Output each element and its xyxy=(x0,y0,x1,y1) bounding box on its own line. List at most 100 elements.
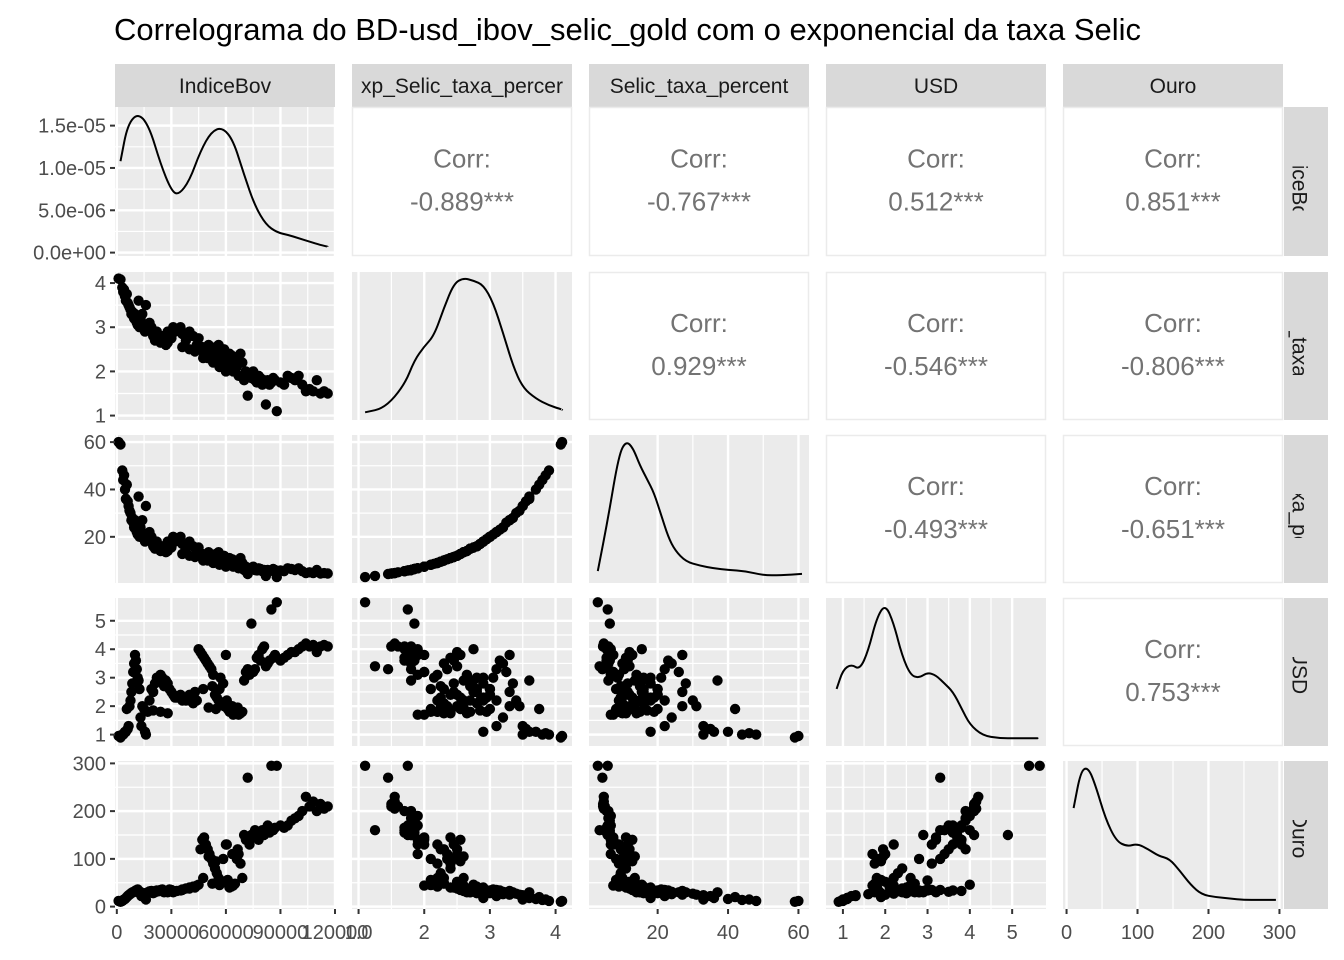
scatter-point xyxy=(293,370,304,381)
scatter-point xyxy=(610,683,622,695)
panel-r3-c2 xyxy=(589,597,809,746)
x-tick-label: 120000 xyxy=(302,922,369,944)
strip-top-0: IndiceBov xyxy=(115,64,335,107)
x-tick-label: 3 xyxy=(484,922,495,944)
strip-top-bg xyxy=(826,64,1046,107)
scatter-point xyxy=(322,641,333,652)
correlation-value: -0.546*** xyxy=(884,351,988,381)
panel-r1-c1 xyxy=(352,272,572,420)
scatter-point xyxy=(435,878,446,889)
scatter-point xyxy=(1002,829,1014,841)
scatter-point xyxy=(935,884,946,896)
scatter-point xyxy=(926,858,937,869)
scatter-point xyxy=(322,801,333,812)
y-tick-label: 40 xyxy=(84,479,106,501)
scatter-point xyxy=(133,675,144,686)
scatter-point xyxy=(837,894,849,905)
scatter-point xyxy=(956,834,967,845)
panel-r0-c1: Corr: -0.889*** xyxy=(351,106,573,257)
strip-right-label: Selic_taxa_pe xyxy=(1288,280,1311,412)
y-tick-label: 5 xyxy=(95,611,106,633)
strip-right-label: IndiceBov xyxy=(1288,135,1311,228)
scatter-point xyxy=(115,274,126,285)
scatter-point xyxy=(677,889,688,900)
scatter-point xyxy=(458,547,469,558)
correlation-panel xyxy=(588,106,810,257)
strip-right-label: USD xyxy=(1288,650,1311,694)
panel-background xyxy=(826,598,1046,746)
correlation-label: Corr: xyxy=(670,144,728,174)
scatter-point xyxy=(214,879,225,891)
scatter-point xyxy=(140,729,152,740)
scatter-point xyxy=(629,702,640,713)
panel-r2-c4: Corr: -0.651*** xyxy=(1062,434,1284,584)
scatter-point xyxy=(458,702,469,713)
panel-r4-c1 xyxy=(352,760,572,909)
scatter-point xyxy=(673,666,684,678)
scatter-point xyxy=(435,702,446,713)
scatter-point xyxy=(232,844,243,855)
scatter-point xyxy=(191,695,202,706)
scatter-point xyxy=(638,672,649,683)
scatter-point xyxy=(242,390,253,401)
scatter-point xyxy=(386,801,397,812)
scatter-point xyxy=(534,703,545,715)
y-tick-label: 4 xyxy=(95,273,106,295)
scatter-point xyxy=(605,848,616,860)
x-tick-label: 40 xyxy=(717,922,739,944)
scatter-point xyxy=(478,726,489,737)
scatter-point xyxy=(448,678,459,689)
scatter-point xyxy=(402,760,413,771)
scatter-point xyxy=(162,708,173,719)
scatter-point xyxy=(918,829,929,841)
y-tick-label: 3 xyxy=(95,668,106,690)
scatter-point xyxy=(517,729,528,740)
scatter-point xyxy=(677,649,688,661)
scatter-point xyxy=(405,564,417,576)
strip-top-label: xp_Selic_taxa_percer xyxy=(361,75,563,98)
scatter-point xyxy=(369,825,381,836)
panel-r4-c0 xyxy=(113,760,337,909)
strip-top-2: Selic_taxa_percent xyxy=(589,64,809,107)
correlation-panel xyxy=(825,434,1047,584)
scatter-point xyxy=(448,839,459,850)
panel-r0-c4: Corr: 0.851*** xyxy=(1062,106,1284,257)
scatter-point xyxy=(636,644,647,655)
y-tick-label: 0.0e+00 xyxy=(33,243,106,265)
x-tick-label: 3 xyxy=(922,922,933,944)
x-tick-label: 300 xyxy=(1263,922,1296,944)
panel-r2-c1 xyxy=(352,435,572,583)
x-tick-label: 60 xyxy=(787,922,809,944)
scatter-point xyxy=(125,695,136,706)
correlation-value: -0.889*** xyxy=(410,187,514,217)
scatter-point xyxy=(405,805,417,817)
strip-right-3: USD xyxy=(1284,598,1328,746)
strip-right-2: lic_taxa_perce xyxy=(1284,435,1328,583)
strip-top-bg xyxy=(589,64,809,107)
scatter-point xyxy=(871,872,882,884)
scatter-point xyxy=(134,683,145,695)
scatter-point xyxy=(615,844,626,855)
scatter-point xyxy=(148,328,159,340)
x-tick-label: 5 xyxy=(1007,922,1018,944)
scatter-point xyxy=(524,675,535,686)
scatter-point xyxy=(435,844,446,855)
scatter-point xyxy=(232,355,243,366)
panel-r0-c3: Corr: 0.512*** xyxy=(825,106,1047,257)
strip-top-bg xyxy=(115,64,335,107)
scatter-point xyxy=(311,375,322,386)
scatter-point xyxy=(260,399,272,410)
scatter-point xyxy=(237,872,248,884)
correlation-label: Corr: xyxy=(1144,308,1202,338)
correlation-value: 0.929*** xyxy=(651,351,746,381)
scatter-point xyxy=(229,878,241,889)
y-tick-label: 20 xyxy=(84,527,106,549)
scatter-point xyxy=(534,891,545,903)
strip-right-bg xyxy=(1284,107,1328,256)
scatter-point xyxy=(474,538,486,550)
strip-right-bg xyxy=(1284,435,1328,583)
y-tick-label: 1 xyxy=(95,725,106,747)
scatter-point xyxy=(266,604,277,615)
scatter-point xyxy=(615,702,626,713)
panel-r3-c4: Corr: 0.753*** xyxy=(1062,597,1284,747)
